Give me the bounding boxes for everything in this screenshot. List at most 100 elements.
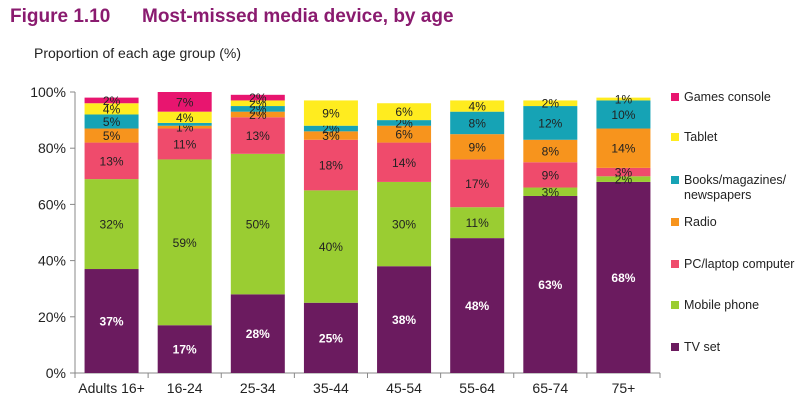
legend-label: Mobile phone: [684, 298, 759, 312]
data-label: 63%: [538, 278, 562, 292]
x-tick-label: 55-64: [459, 380, 495, 396]
figure-number: Figure 1.10: [10, 6, 111, 27]
bar-segment: [230, 100, 285, 107]
bar-segment: [230, 111, 285, 118]
bar-segment: [157, 92, 212, 112]
bar-segment: [596, 100, 651, 129]
data-label: 9%: [542, 168, 560, 182]
legend-swatch: [671, 343, 679, 351]
bar-segment: [157, 111, 212, 123]
data-label: 8%: [542, 145, 560, 159]
x-tick-label: 45-54: [386, 380, 422, 396]
data-label: 2%: [249, 91, 267, 105]
data-label: 14%: [392, 156, 416, 170]
data-label: 9%: [469, 140, 487, 154]
legend-label: PC/laptop computer: [684, 257, 794, 271]
data-label: 25%: [319, 331, 343, 345]
bar-segment: [84, 179, 139, 270]
legend-swatch: [671, 301, 679, 309]
legend-swatch: [671, 133, 679, 141]
data-label: 11%: [173, 137, 196, 151]
bar-segment: [450, 159, 505, 208]
bar-segment: [450, 207, 505, 239]
data-label: 13%: [246, 129, 270, 143]
bar-segment: [230, 153, 285, 295]
bar-segment: [596, 167, 651, 177]
y-axis-label: Proportion of each age group (%): [34, 45, 242, 61]
bar-segment: [303, 139, 358, 191]
bar-segment: [450, 111, 505, 135]
bar-segment: [84, 114, 139, 129]
data-label: 4%: [103, 102, 121, 116]
data-label: 30%: [392, 218, 416, 232]
bar-segment: [377, 142, 432, 182]
data-label: 68%: [611, 271, 635, 285]
bar-segment: [523, 139, 578, 163]
bar-segment: [523, 106, 578, 140]
y-tick-label: 60%: [38, 196, 66, 212]
data-label: 48%: [465, 299, 489, 313]
y-tick-label: 20%: [38, 309, 66, 325]
bar-segment: [523, 162, 578, 188]
legend-swatch: [671, 93, 679, 101]
legend-swatch: [671, 218, 679, 226]
bar-segment: [84, 97, 139, 104]
data-label: 13%: [100, 154, 124, 168]
bar-segment: [377, 120, 432, 126]
bar-segment: [596, 97, 651, 101]
bar-segment: [84, 103, 139, 115]
bar-segment: [303, 100, 358, 126]
x-tick-label: 25-34: [240, 380, 276, 396]
legend-swatch: [671, 260, 679, 268]
data-label: 6%: [395, 105, 413, 119]
x-tick-label: 65-74: [532, 380, 568, 396]
bar-segment: [230, 106, 285, 112]
data-label: 3%: [615, 166, 633, 180]
bar-segment: [377, 266, 432, 373]
bar-segment: [157, 325, 212, 373]
y-tick-label: 100%: [30, 84, 66, 100]
data-label: 10%: [611, 108, 635, 122]
data-label: 17%: [173, 343, 197, 357]
x-tick-label: 16-24: [167, 380, 203, 396]
data-label: 17%: [465, 177, 489, 191]
data-label: 50%: [246, 218, 270, 232]
bar-segment: [303, 131, 358, 140]
bar-segment: [377, 125, 432, 143]
data-label: 18%: [319, 159, 343, 173]
data-label: 4%: [176, 111, 194, 125]
data-label: 9%: [322, 107, 340, 121]
data-label: 38%: [392, 313, 416, 327]
bar-segment: [303, 190, 358, 303]
bar-segment: [377, 103, 432, 121]
data-label: 3%: [322, 129, 340, 143]
bar-segment: [84, 142, 139, 180]
data-label: 37%: [100, 315, 124, 329]
bar-segment: [157, 128, 212, 160]
x-tick-label: 75+: [612, 380, 636, 396]
bar-segment: [450, 134, 505, 160]
data-label: 3%: [542, 185, 560, 199]
x-tick-label: 35-44: [313, 380, 349, 396]
bar-segment: [523, 100, 578, 107]
data-label: 59%: [173, 236, 197, 250]
data-label: 5%: [103, 115, 121, 129]
data-label: 2%: [103, 94, 121, 108]
bar-segment: [596, 181, 651, 373]
bar-segment: [523, 187, 578, 196]
data-label: 1%: [615, 93, 633, 107]
data-label: 12%: [538, 116, 562, 130]
bar-segment: [230, 294, 285, 373]
bar-segment: [596, 128, 651, 168]
bar-segment: [157, 125, 212, 129]
bar-segment: [450, 238, 505, 373]
data-label: 5%: [103, 129, 121, 143]
y-tick-label: 0%: [46, 365, 66, 381]
bar-segment: [230, 94, 285, 101]
bar-segment: [84, 128, 139, 143]
chart-title: Most-missed media device, by age: [142, 6, 454, 27]
data-label: 32%: [100, 218, 124, 232]
bar-segment: [230, 117, 285, 154]
bar-segment: [157, 159, 212, 326]
